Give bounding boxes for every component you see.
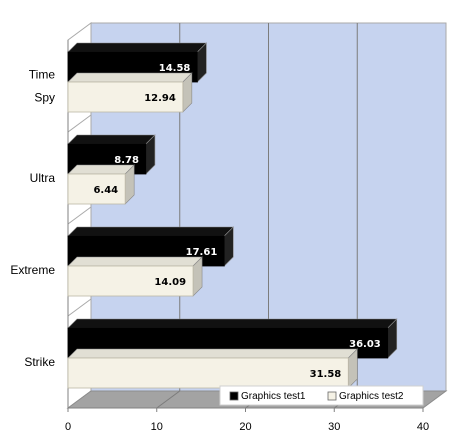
bar-series-2 — [67, 357, 349, 389]
x-tick-label: 10 — [151, 421, 163, 433]
value-label-series-2: 6.44 — [93, 185, 118, 196]
legend-label-series-2: Graphics test2 — [339, 391, 404, 402]
value-label-series-1: 36.03 — [349, 339, 381, 350]
bar-series-2 — [67, 265, 194, 297]
legend-box — [219, 385, 424, 406]
bar-top-1 — [67, 318, 398, 329]
category-separator — [67, 114, 92, 133]
x-tick-label: 40 — [417, 421, 429, 433]
value-label-series-2: 31.58 — [310, 369, 342, 380]
x-tick-label: 20 — [239, 421, 251, 433]
category-label: Spy — [34, 91, 55, 105]
bar-top-2 — [67, 256, 203, 267]
value-label-series-1: 14.58 — [159, 63, 191, 74]
bar-top-2 — [67, 348, 358, 359]
category-separator — [67, 206, 92, 225]
bar-top-1 — [67, 42, 208, 53]
x-tick-label: 30 — [328, 421, 340, 433]
bar-top-2 — [67, 164, 135, 175]
category-label: Extreme — [10, 263, 55, 277]
bar-top-1 — [67, 226, 235, 237]
value-label-series-1: 8.78 — [114, 155, 139, 166]
legend-swatch-series-1 — [229, 391, 239, 401]
legend-label-series-1: Graphics test1 — [241, 391, 306, 402]
value-label-series-1: 17.61 — [186, 247, 218, 258]
category-separator — [67, 298, 92, 317]
bar-top-1 — [67, 134, 156, 145]
value-label-series-2: 12.94 — [144, 93, 176, 104]
gridline-floor — [156, 390, 181, 409]
bar-series-2 — [67, 81, 184, 113]
category-label: Strike — [24, 355, 55, 369]
bar-series-2 — [67, 173, 126, 205]
category-label: Ultra — [30, 171, 56, 185]
legend-swatch-series-2 — [327, 391, 337, 401]
bar-top-2 — [67, 72, 193, 83]
x-tick-label: 0 — [65, 421, 71, 433]
value-label-series-2: 14.09 — [154, 277, 186, 288]
category-label: Time — [29, 68, 56, 82]
